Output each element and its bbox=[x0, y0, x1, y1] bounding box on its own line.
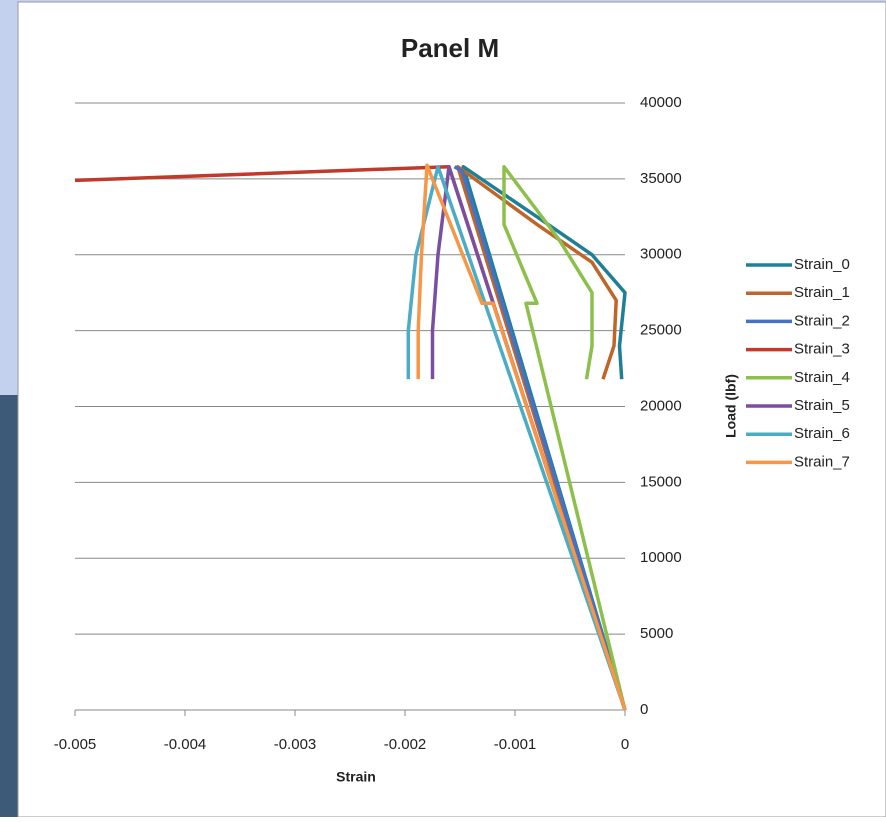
y-tick-label: 15000 bbox=[640, 473, 682, 490]
x-tick-label: 0 bbox=[621, 736, 629, 753]
x-tick-label: -0.002 bbox=[384, 736, 427, 753]
x-tick-label: -0.003 bbox=[274, 736, 317, 753]
legend-label: Strain_2 bbox=[794, 312, 850, 329]
legend-label: Strain_3 bbox=[794, 341, 850, 358]
chart-title: Panel M bbox=[401, 33, 499, 63]
legend-label: Strain_5 bbox=[794, 397, 850, 414]
x-tick-label: -0.001 bbox=[494, 736, 537, 753]
series-line bbox=[406, 164, 627, 711]
y-tick-label: 40000 bbox=[640, 94, 682, 111]
y-tick-label: 0 bbox=[640, 701, 648, 718]
legend-label: Strain_4 bbox=[794, 369, 850, 386]
x-tick-label: -0.005 bbox=[54, 736, 97, 753]
y-tick-label: 5000 bbox=[640, 625, 673, 642]
y-tick-label: 25000 bbox=[640, 322, 682, 339]
y-tick-label: 35000 bbox=[640, 170, 682, 187]
y-axis-label: Load (lbf) bbox=[723, 374, 739, 438]
series-line bbox=[453, 165, 627, 711]
legend-label: Strain_1 bbox=[794, 284, 850, 301]
y-tick-label: 30000 bbox=[640, 246, 682, 263]
chart-panel bbox=[17, 1, 886, 818]
background-photo bbox=[0, 395, 18, 817]
series-line bbox=[461, 164, 627, 711]
x-tick-label: -0.004 bbox=[164, 736, 207, 753]
x-axis-label: Strain bbox=[336, 769, 376, 785]
legend-label: Strain_6 bbox=[794, 425, 850, 442]
y-tick-label: 20000 bbox=[640, 397, 682, 414]
series-line bbox=[502, 164, 627, 711]
series-line bbox=[416, 163, 627, 711]
legend-label: Strain_7 bbox=[794, 453, 850, 470]
y-tick-label: 10000 bbox=[640, 549, 682, 566]
legend-label: Strain_0 bbox=[794, 256, 850, 273]
